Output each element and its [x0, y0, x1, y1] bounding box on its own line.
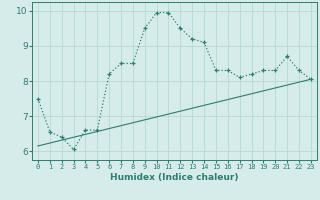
X-axis label: Humidex (Indice chaleur): Humidex (Indice chaleur): [110, 173, 239, 182]
